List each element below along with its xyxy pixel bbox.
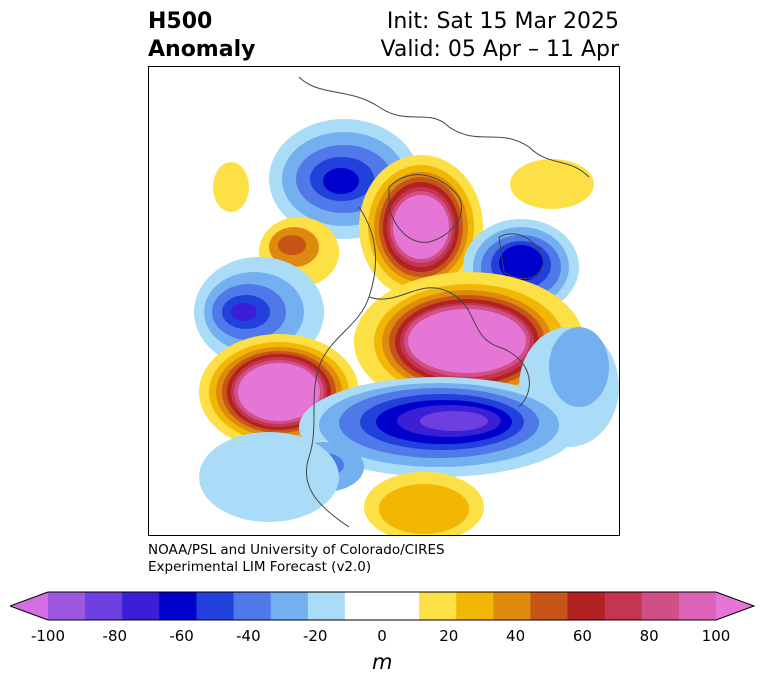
colorbar-tick-label: -40 [236,627,261,645]
anomaly-map-svg [194,76,619,535]
anomaly-pos-caribbean [364,472,484,535]
anomaly-pos-bering [213,162,249,212]
credit-line-2: Experimental LIM Forecast (v2.0) [148,559,372,575]
colorbar [10,591,756,621]
colorbar-cell [85,592,123,620]
anomaly-map [148,66,620,536]
colorbar-cell [456,592,494,620]
colorbar-cell [382,592,420,620]
colorbar-cell [270,592,309,620]
colorbar-cell [122,592,160,620]
colorbar-tick-label: 20 [439,627,459,645]
forecast-dates: Init: Sat 15 Mar 2025 Valid: 05 Apr – 11… [381,8,620,64]
title-line-1: H500 [148,9,213,34]
title-line-2: Anomaly [148,37,256,62]
coastlines [298,76,590,528]
anomaly-pos-russia [510,159,594,209]
colorbar-cell [641,592,680,620]
colorbar-cell [567,592,606,620]
anomaly-neg-subtropical-pacific [199,432,339,522]
valid-range: Valid: 05 Apr – 11 Apr [380,37,620,62]
colorbar-unit: m [372,650,393,674]
colorbar-cell [307,592,346,620]
credit-line-1: NOAA/PSL and University of Colorado/CIRE… [148,542,445,558]
colorbar-cell [48,592,86,620]
credit-text: NOAA/PSL and University of Colorado/CIRE… [148,542,445,576]
colorbar-tick-label: 100 [701,627,731,645]
colorbar-tick-label: -20 [302,627,328,645]
colorbar-tick-label: -100 [30,627,66,645]
anomaly-neg-atlantic-core [549,327,609,407]
colorbar-cell [493,592,531,620]
colorbar-cell [159,592,197,620]
colorbar-tick-label: 40 [506,627,526,645]
map-title: H500 Anomaly [148,8,255,64]
colorbar-cell [196,592,235,620]
colorbar-tick-label: 0 [377,627,387,645]
colorbar-cell [344,592,383,620]
colorbar-tick-label: 60 [572,627,592,645]
colorbar-cell [604,592,643,620]
colorbar-cell [530,592,569,620]
anomaly-pos-greenland-sea [359,155,483,299]
colorbar-tick-label: -80 [102,627,128,645]
colorbar-max-arrow [716,592,754,620]
anomaly-neg-eastern-canada [299,377,579,477]
colorbar-tick-label: 80 [639,627,659,645]
colorbar-cell [233,592,272,620]
init-date: Init: Sat 15 Mar 2025 [386,9,619,34]
colorbar-cell [419,592,457,620]
colorbar-min-arrow [10,592,48,620]
colorbar-tick-label: -60 [169,627,194,645]
colorbar-cell [678,592,717,620]
